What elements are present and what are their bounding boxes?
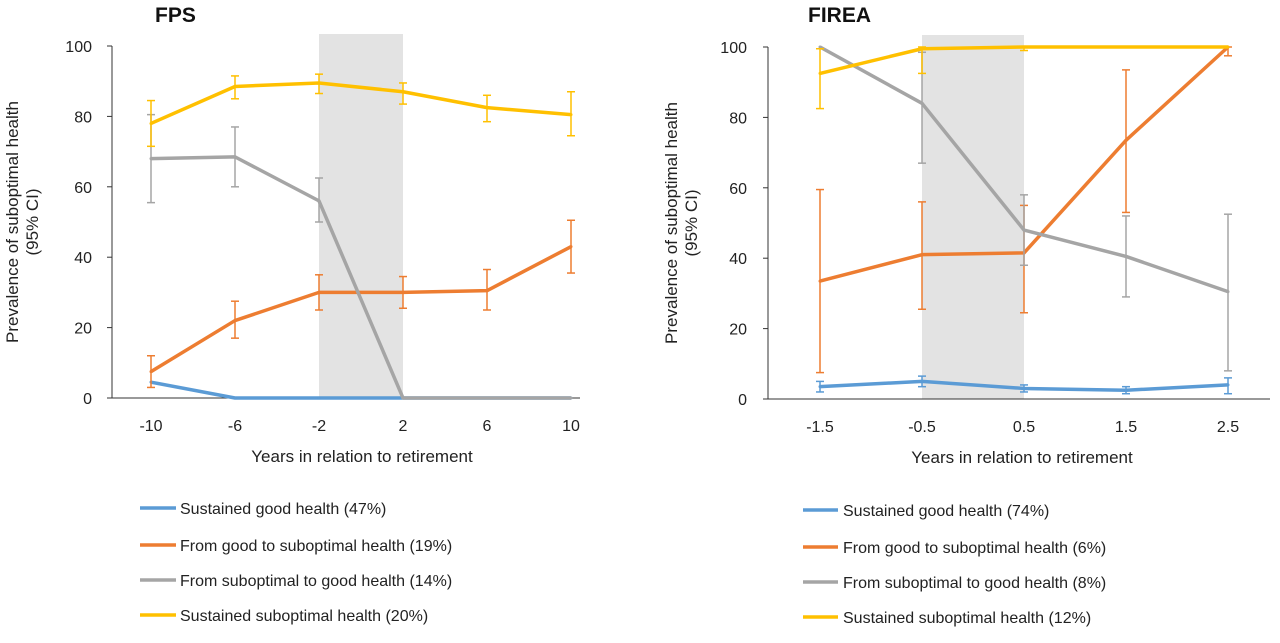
- fps-data-point: [317, 290, 321, 294]
- firea-legend-label: From good to suboptimal health (6%): [843, 540, 1106, 557]
- firea-x-tick-label: 0.5: [1013, 419, 1035, 436]
- fps-data-point: [149, 121, 153, 125]
- fps-y-tick-label: 60: [74, 180, 92, 197]
- fps-series-from-good-to-suboptimal-health: [147, 219, 575, 389]
- fps-data-point: [401, 290, 405, 294]
- firea-data-point: [818, 71, 822, 75]
- fps-data-point: [317, 81, 321, 85]
- fps-series-sustained-suboptimal-health: [147, 73, 575, 148]
- firea-panel: FIREA 0 20 40 60 80 100 -1.5 -0.5 0.5 1.5 2.5 Years…: [662, 4, 1270, 627]
- fps-data-point: [149, 157, 153, 161]
- firea-y-axis-label-line1: Prevalence of suboptimal health: [662, 102, 681, 344]
- fps-chart-title: FPS: [155, 4, 196, 27]
- firea-legend-label: Sustained good health (74%): [843, 503, 1049, 520]
- firea-data-point: [818, 279, 822, 283]
- fps-y-tick-label: 0: [83, 391, 92, 408]
- fps-data-point: [233, 396, 237, 400]
- fps-x-axis-label: Years in relation to retirement: [251, 447, 473, 466]
- fps-data-point: [233, 84, 237, 88]
- fps-data-point: [485, 396, 489, 400]
- fps-data-point: [485, 289, 489, 293]
- firea-x-tick-label: -0.5: [908, 419, 936, 436]
- firea-data-point: [1124, 138, 1128, 142]
- firea-y-tick-label: 20: [729, 322, 747, 339]
- firea-y-tick-label: 0: [738, 392, 747, 409]
- fps-x-tick-label: 10: [562, 418, 580, 435]
- fps-y-tick-label: 40: [74, 250, 92, 267]
- firea-series-sustained-good-health: [816, 375, 1232, 395]
- firea-y-tick-label: 80: [729, 110, 747, 127]
- firea-data-point: [920, 47, 924, 51]
- fps-retirement-shading: [319, 34, 403, 398]
- firea-data-point: [920, 379, 924, 383]
- fps-panel: FPS 0 20 40 60 80 100 -10 -6 -2 2 6 10 Years in rela…: [3, 4, 580, 625]
- fps-x-tick-label: 2: [399, 418, 408, 435]
- fps-x-tick-label: -10: [139, 418, 162, 435]
- firea-data-point: [818, 385, 822, 389]
- firea-data-point: [1226, 45, 1230, 49]
- firea-x-axis-label: Years in relation to retirement: [911, 448, 1133, 467]
- fps-series-line: [150, 81, 572, 126]
- firea-series-sustained-suboptimal-health: [816, 45, 1230, 110]
- firea-y-tick-label: 100: [720, 40, 747, 57]
- firea-x-tick-label: -1.5: [806, 419, 834, 436]
- fps-data-point: [149, 370, 153, 374]
- firea-data-point: [1226, 383, 1230, 387]
- fps-series-line: [150, 245, 572, 374]
- fps-data-point: [569, 113, 573, 117]
- firea-data-point: [1124, 254, 1128, 258]
- fps-series-line: [150, 155, 571, 400]
- firea-data-point: [920, 101, 924, 105]
- firea-data-point: [1022, 45, 1026, 49]
- firea-retirement-shading: [922, 35, 1024, 399]
- fps-data-point: [569, 396, 573, 400]
- fps-data-point: [317, 199, 321, 203]
- firea-legend-label: Sustained suboptimal health (12%): [843, 610, 1091, 627]
- fps-legend-label: Sustained suboptimal health (20%): [180, 608, 428, 625]
- firea-data-point: [1124, 388, 1128, 392]
- firea-chart-title: FIREA: [808, 4, 871, 27]
- fps-data-point: [233, 155, 237, 159]
- fps-x-tick-label: 6: [483, 418, 492, 435]
- firea-legend-label: From suboptimal to good health (8%): [843, 575, 1106, 592]
- fps-legend-label: From suboptimal to good health (14%): [180, 573, 452, 590]
- fps-y-axis-label-line1: Prevalence of suboptimal health: [3, 101, 22, 343]
- firea-x-tick-label: 1.5: [1115, 419, 1137, 436]
- firea-data-point: [1022, 228, 1026, 232]
- fps-data-point: [485, 106, 489, 110]
- fps-x-tick-label: -2: [312, 418, 326, 435]
- fps-y-axis-label: Prevalence of suboptimal health(95% CI): [3, 101, 42, 343]
- fps-data-point: [401, 396, 405, 400]
- fps-data-point: [233, 319, 237, 323]
- fps-y-tick-label: 80: [74, 109, 92, 126]
- firea-y-axis-label-line2: (95% CI): [682, 189, 701, 256]
- firea-data-point: [818, 45, 822, 49]
- firea-data-point: [1124, 45, 1128, 49]
- firea-data-point: [1022, 386, 1026, 390]
- fps-data-point: [401, 90, 405, 94]
- firea-x-tick-label: 2.5: [1217, 419, 1239, 436]
- fps-legend-label: From good to suboptimal health (19%): [180, 538, 452, 555]
- fps-data-point: [317, 396, 321, 400]
- fps-data-point: [569, 245, 573, 249]
- fps-y-tick-label: 100: [65, 39, 92, 56]
- firea-series-from-suboptimal-to-good-health: [818, 45, 1232, 372]
- firea-y-tick-label: 60: [729, 181, 747, 198]
- firea-data-point: [920, 253, 924, 257]
- fps-y-tick-label: 20: [74, 321, 92, 338]
- firea-data-point: [1226, 290, 1230, 294]
- fps-y-axis-label-line2: (95% CI): [23, 188, 42, 255]
- fps-legend-label: Sustained good health (47%): [180, 501, 386, 518]
- firea-y-axis-label: Prevalence of suboptimal health(95% CI): [662, 102, 701, 344]
- firea-y-tick-label: 40: [729, 251, 747, 268]
- fps-x-tick-label: -6: [228, 418, 242, 435]
